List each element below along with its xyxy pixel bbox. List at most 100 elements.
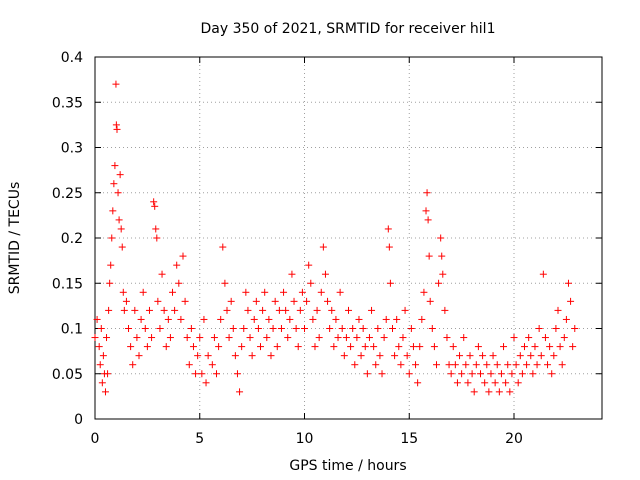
- data-point: [556, 343, 564, 351]
- data-point: [546, 343, 554, 351]
- data-point: [468, 370, 476, 378]
- data-point: [115, 216, 123, 224]
- data-point: [336, 288, 344, 296]
- data-point: [510, 334, 518, 342]
- data-point: [382, 315, 390, 323]
- data-point: [135, 352, 143, 360]
- data-point: [548, 370, 556, 378]
- data-point: [242, 288, 250, 296]
- data-point: [349, 325, 357, 332]
- data-point: [554, 306, 562, 314]
- data-point: [437, 234, 445, 242]
- data-point: [294, 343, 302, 351]
- data-point: [474, 343, 482, 351]
- data-point: [397, 361, 405, 369]
- data-point: [347, 343, 355, 351]
- data-point: [213, 370, 221, 378]
- data-point: [370, 343, 378, 351]
- data-point: [403, 352, 411, 360]
- data-point: [309, 315, 317, 323]
- data-point: [171, 306, 179, 314]
- data-point: [271, 297, 279, 305]
- data-point: [160, 306, 168, 314]
- data-point: [353, 334, 361, 342]
- data-point: [192, 370, 200, 378]
- data-point: [307, 279, 315, 287]
- data-point: [416, 343, 424, 351]
- data-point: [215, 343, 223, 351]
- data-point: [355, 315, 363, 323]
- data-point: [114, 189, 122, 197]
- data-point: [385, 243, 393, 251]
- data-point: [110, 180, 118, 188]
- data-point: [395, 343, 403, 351]
- axis-ticks: 0 0.05 0.1 0.15 0.2 0.25 0.3 0.35 0.4 0 5 10 15 20: [52, 50, 602, 447]
- y-tick-label: 0.05: [52, 367, 83, 383]
- data-point: [284, 334, 292, 342]
- data-point: [173, 261, 181, 269]
- y-tick-label: 0: [74, 412, 83, 428]
- data-point: [324, 297, 332, 305]
- data-point: [525, 334, 533, 342]
- data-point: [487, 370, 495, 378]
- data-point: [303, 297, 311, 305]
- data-point: [250, 315, 258, 323]
- data-point: [359, 325, 367, 332]
- data-point: [338, 325, 346, 332]
- data-point: [544, 361, 552, 369]
- data-point: [107, 261, 115, 269]
- data-point: [470, 388, 478, 396]
- data-point: [527, 352, 535, 360]
- data-point: [236, 388, 244, 396]
- data-point: [361, 343, 369, 351]
- data-point: [175, 279, 183, 287]
- data-point: [263, 334, 271, 342]
- data-point: [194, 352, 202, 360]
- data-point: [512, 361, 520, 369]
- data-point: [414, 379, 422, 387]
- data-point: [298, 288, 306, 296]
- data-point: [315, 334, 323, 342]
- data-point: [275, 306, 283, 314]
- data-point: [504, 361, 512, 369]
- data-point: [265, 315, 273, 323]
- data-point: [185, 361, 193, 369]
- data-point: [246, 334, 254, 342]
- data-point: [101, 388, 109, 396]
- data-point: [539, 270, 547, 278]
- data-point: [363, 370, 371, 378]
- data-point: [105, 306, 113, 314]
- data-point: [166, 334, 174, 342]
- data-point: [273, 343, 281, 351]
- data-point: [430, 343, 438, 351]
- x-tick-label: 5: [195, 431, 204, 447]
- data-point: [301, 325, 309, 332]
- data-point: [569, 343, 577, 351]
- data-point: [376, 352, 384, 360]
- data-point: [368, 306, 376, 314]
- data-point: [317, 288, 325, 296]
- data-point: [458, 370, 466, 378]
- data-point: [305, 261, 313, 269]
- data-point: [497, 370, 505, 378]
- data-point: [221, 279, 229, 287]
- data-point: [432, 361, 440, 369]
- data-point: [259, 306, 267, 314]
- data-point: [217, 315, 225, 323]
- data-point: [296, 306, 304, 314]
- data-point: [219, 243, 227, 251]
- data-points: [91, 80, 579, 396]
- data-point: [156, 325, 164, 332]
- data-point: [506, 388, 514, 396]
- data-point: [103, 334, 111, 342]
- data-point: [466, 352, 474, 360]
- data-point: [91, 334, 99, 342]
- data-point: [313, 306, 321, 314]
- data-point: [131, 306, 139, 314]
- data-point: [210, 334, 218, 342]
- data-point: [423, 189, 431, 197]
- data-point: [365, 334, 373, 342]
- data-point: [127, 343, 135, 351]
- data-point: [399, 334, 407, 342]
- data-point: [334, 334, 342, 342]
